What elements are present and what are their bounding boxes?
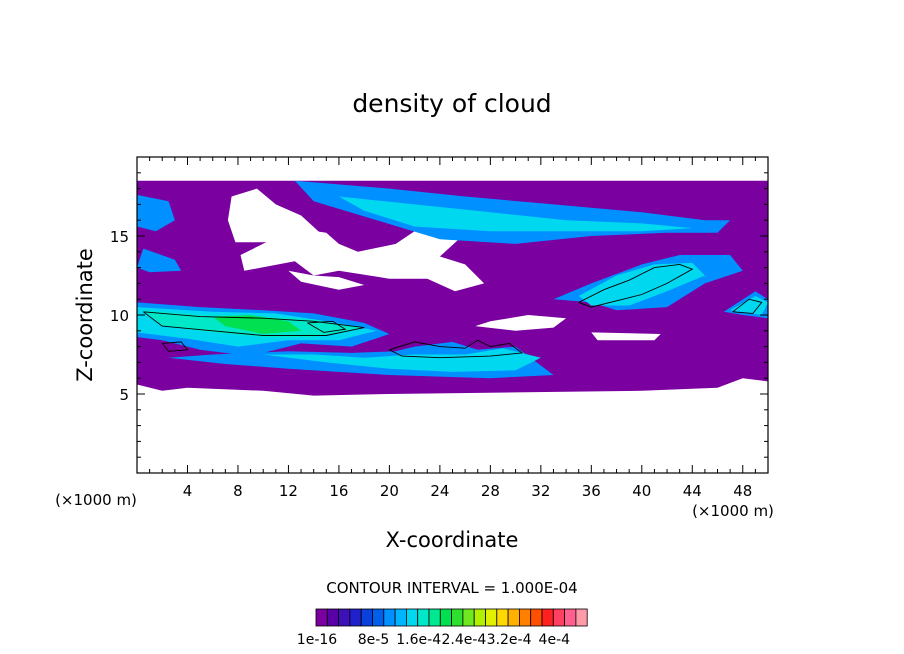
colorbar-swatch-5: [372, 608, 385, 627]
x-tick-label: 16: [329, 482, 348, 500]
colorbar-swatch-22: [564, 608, 577, 627]
colorbar-swatch-4: [360, 608, 373, 627]
cloud-region-level-6-2: [137, 248, 182, 273]
x-tick-label: 44: [683, 482, 702, 500]
contour-lines: [143, 263, 763, 359]
x-tick-label: 24: [430, 482, 449, 500]
colorbar-label: 8e-5: [358, 632, 389, 648]
colorbar-swatch-18: [519, 608, 532, 627]
y-tick-label: 15: [110, 228, 129, 246]
contour-line-1: [307, 320, 347, 333]
x-tick-label: 20: [380, 482, 399, 500]
colorbar-swatch-0: [315, 608, 328, 627]
x-unit-right: (×1000 m): [692, 502, 774, 520]
x-tick-label: 8: [233, 482, 243, 500]
x-tick-label: 40: [632, 482, 651, 500]
contour-interval-label: CONTOUR INTERVAL = 1.000E-04: [326, 579, 577, 597]
cloud-region-level-8-0: [338, 196, 693, 232]
colorbar-swatch-2: [338, 608, 351, 627]
colorbar-swatch-12: [451, 608, 464, 627]
x-tick-label: 4: [183, 482, 193, 500]
colorbar-swatch-3: [349, 608, 362, 627]
x-tick-label: 48: [733, 482, 752, 500]
contour-line-0: [143, 311, 365, 336]
contour-field: [137, 180, 768, 396]
colorbar-swatch-7: [394, 608, 407, 627]
colorbar-swatch-14: [473, 608, 486, 627]
colorbar-swatch-10: [428, 608, 441, 627]
x-tick-label: 12: [279, 482, 298, 500]
y-axis-title: Z-coordinate: [73, 248, 97, 382]
colorbar-label: 4e-4: [539, 632, 571, 648]
colorbar-swatch-1: [326, 608, 339, 627]
colorbar-swatch-19: [530, 608, 543, 627]
contour-line-4: [732, 298, 763, 314]
colorbar-swatch-21: [552, 608, 565, 627]
colorbar-swatch-16: [496, 608, 509, 627]
x-tick-label: 28: [481, 482, 500, 500]
cloud-free-region-2: [288, 270, 365, 290]
y-tick-label: 5: [119, 386, 129, 404]
colorbar: 1e-16 8e-5 1.6e-4 2.4e-4 3.2e-4 4e-4: [297, 608, 588, 648]
colorbar-label: 1e-16: [297, 632, 337, 648]
colorbar-swatch-15: [485, 608, 498, 627]
colorbar-swatch-6: [383, 608, 396, 627]
cloud-region-level-8-4: [730, 296, 768, 315]
cloud-region-level-11-0: [212, 315, 302, 334]
x-tick-label: 36: [582, 482, 601, 500]
cloud-region-level-6-1: [137, 194, 175, 232]
cloud-region-level-8-3: [263, 348, 541, 372]
contour-line-3: [578, 263, 694, 308]
cloud-free-region-1: [240, 228, 485, 292]
x-axis-title: X-coordinate: [386, 528, 519, 552]
x-tick-label: 32: [531, 482, 550, 500]
x-unit-left: (×1000 m): [55, 491, 137, 509]
cloud-region-level-8-1: [578, 262, 705, 306]
colorbar-swatch-11: [439, 608, 452, 627]
cloud-free-region-3: [475, 315, 567, 331]
contour-line-2: [389, 339, 524, 359]
colorbar-swatch-20: [541, 608, 554, 627]
cloud-free-region-4: [591, 332, 661, 341]
chart-title: density of cloud: [352, 89, 551, 118]
y-tick-label: 10: [110, 307, 129, 325]
colorbar-label: 1.6e-4: [396, 632, 441, 648]
colorbar-label: 3.2e-4: [487, 632, 532, 648]
contour-line-5: [161, 341, 189, 352]
colorbar-swatch-23: [575, 608, 588, 627]
colorbar-label: 2.4e-4: [441, 632, 486, 648]
colorbar-swatch-8: [405, 608, 419, 627]
colorbar-swatch-9: [417, 608, 430, 627]
colorbar-swatch-17: [507, 608, 520, 627]
colorbar-swatch-13: [462, 608, 475, 627]
